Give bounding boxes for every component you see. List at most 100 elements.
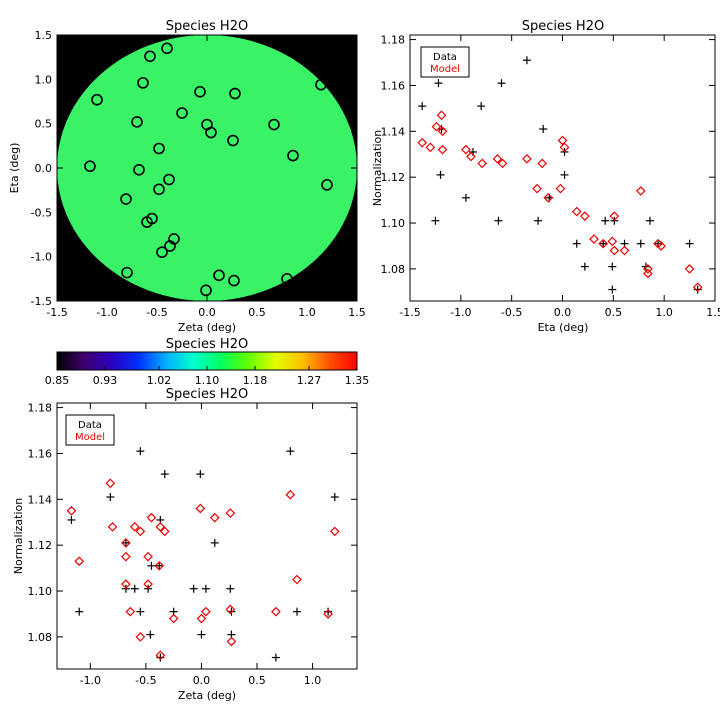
- eta-data-point: [645, 216, 654, 225]
- map-data-point: [315, 78, 327, 91]
- eta-model-point: [571, 206, 582, 217]
- eta-data-point: [539, 125, 548, 134]
- zeta-ylabel: Normalization: [12, 498, 25, 574]
- zeta-model-point: [292, 574, 302, 585]
- zeta-data-point: [226, 584, 235, 593]
- zeta-ytick-label: 1.18: [28, 402, 53, 415]
- map-data-point: [194, 85, 206, 98]
- eta-data-point: [534, 216, 543, 225]
- eta-data-point: [522, 56, 531, 65]
- eta-model-point: [555, 183, 566, 194]
- eta-title: Species H2O: [522, 19, 604, 34]
- eta-data-point: [477, 102, 486, 111]
- zeta-model-point: [225, 604, 236, 615]
- zeta-model-point: [121, 579, 131, 590]
- colorbar-tick-label: 1.02: [147, 374, 172, 387]
- map-ytick-label: 1.5: [35, 29, 53, 42]
- zeta-model-point: [107, 521, 118, 532]
- map-data-point: [144, 50, 156, 63]
- eta-legend-data: Data: [433, 52, 457, 63]
- zeta-data-point: [189, 584, 198, 593]
- map-data-point: [176, 107, 188, 119]
- eta-xtick-label: 0.0: [554, 306, 572, 319]
- colorbar-tick-label: 0.85: [45, 374, 70, 387]
- eta-xtick-label: 1.5: [706, 306, 720, 319]
- zeta-data-point: [156, 653, 165, 662]
- map-data-point: [91, 93, 103, 106]
- eta-xtick-label: -1.5: [399, 306, 420, 319]
- eta-xtick-label: -0.5: [501, 306, 522, 319]
- eta-model-point: [461, 144, 471, 155]
- zeta-xtick-label: 1.0: [304, 674, 322, 687]
- zeta-xtick-label: -0.5: [135, 674, 156, 687]
- map-data-point: [228, 274, 240, 287]
- eta-data-point: [572, 239, 581, 248]
- zeta-model-point: [105, 478, 116, 489]
- zeta-legend-box: [65, 414, 115, 446]
- map-data-point: [205, 126, 217, 139]
- zeta-model-point: [271, 606, 281, 617]
- eta-model-point: [466, 151, 476, 162]
- map-xtick-label: 1.5: [348, 306, 366, 319]
- map-data-point: [120, 193, 132, 205]
- eta-data-point: [685, 239, 694, 248]
- zeta-model-point: [285, 489, 296, 500]
- eta-ytick-label: 1.18: [381, 34, 406, 47]
- zeta-model-point: [143, 551, 153, 562]
- eta-model-point: [431, 121, 442, 132]
- zeta-data-point: [130, 584, 139, 593]
- eta-model-point: [436, 110, 447, 121]
- eta-model-point: [425, 142, 436, 153]
- eta-model-point: [619, 245, 630, 256]
- eta-model-point: [492, 153, 503, 164]
- zeta-xlabel: Zeta (deg): [178, 689, 236, 702]
- zeta-model-point: [209, 512, 220, 523]
- map-ylabel: Eta (deg): [8, 143, 21, 194]
- zeta-model-point: [146, 512, 157, 523]
- eta-model-point: [437, 126, 448, 137]
- eta-ylabel: Normalization: [371, 130, 384, 206]
- zeta-data-point: [75, 607, 84, 616]
- eta-legend-model: Model: [430, 64, 460, 75]
- zeta-frame: [56, 402, 358, 670]
- map-xtick-label: 1.0: [298, 306, 316, 319]
- eta-data-point: [560, 170, 569, 179]
- eta-panel: Species H2O -1.5 -1.0 -0.5 0.0 0.5 1.0 1.5 1.08…: [371, 19, 720, 334]
- zeta-data-point: [330, 493, 339, 502]
- zeta-model-point: [143, 579, 153, 590]
- eta-frame: [409, 34, 716, 302]
- zeta-model-point: [121, 538, 131, 548]
- eta-data-point: [693, 285, 702, 294]
- zeta-legend-model: Model: [75, 432, 105, 443]
- eta-model-point: [559, 142, 570, 153]
- eta-data-point: [436, 170, 445, 179]
- zeta-model-point: [195, 503, 206, 514]
- colorbar-title: Species H2O: [166, 337, 248, 352]
- eta-xtick-label: -1.0: [450, 306, 471, 319]
- zeta-panel: Species H2O -1.0 -0.5 0.0 0.5 1.0 1.08 1.10 1.1…: [12, 387, 358, 702]
- eta-model-point: [557, 135, 568, 146]
- zeta-data-point: [293, 607, 301, 616]
- map-ytick-label: 1.0: [35, 73, 53, 86]
- map-data-point: [321, 179, 333, 191]
- map-xtick-label: -1.5: [46, 306, 67, 319]
- zeta-data-point: [136, 607, 145, 616]
- zeta-ytick-label: 1.16: [28, 447, 53, 460]
- zeta-xtick-label: 0.5: [248, 674, 266, 687]
- zeta-model-point: [135, 526, 146, 537]
- map-panel: Species H2O -1.5 -1.0 -0.5 0.0 0.5 1.0 1.5-1.5…: [8, 19, 366, 334]
- eta-model-point: [532, 183, 542, 194]
- map-xtick-label: 0.0: [198, 306, 216, 319]
- zeta-model-point: [226, 636, 237, 647]
- eta-ytick-label: 1.08: [381, 263, 406, 276]
- zeta-data-point: [121, 538, 130, 547]
- map-ytick-label: -1.0: [31, 251, 52, 264]
- zeta-model-point: [159, 526, 170, 537]
- map-data-point: [287, 149, 299, 162]
- zeta-model-point: [74, 556, 85, 567]
- zeta-model-point: [121, 551, 131, 562]
- map-points: [84, 42, 333, 297]
- eta-model-point: [580, 211, 590, 222]
- zeta-model-point: [196, 613, 207, 624]
- zeta-axes: -1.0 -0.5 0.0 0.5 1.0 1.08 1.10 1.12 1.14 1.16 1.1…: [28, 402, 357, 687]
